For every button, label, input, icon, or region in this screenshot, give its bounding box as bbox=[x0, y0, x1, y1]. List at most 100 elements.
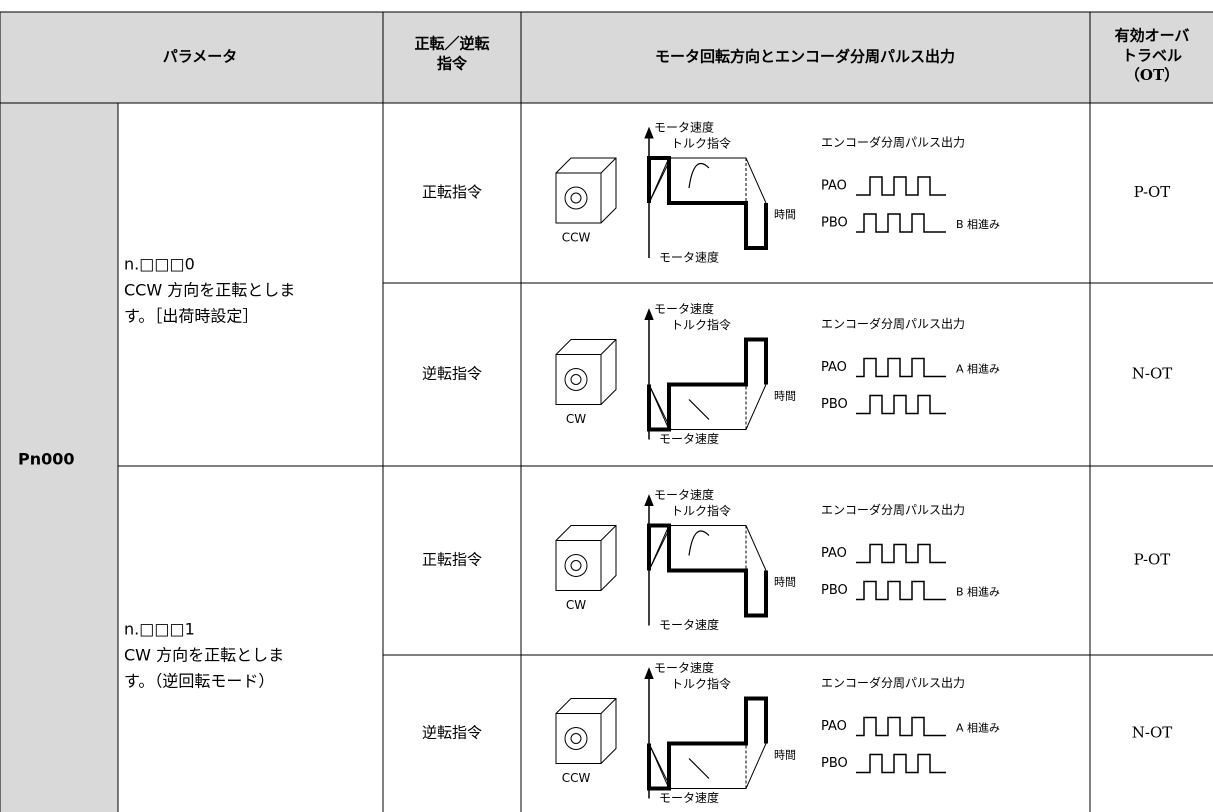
diagram-line bbox=[648, 525, 767, 571]
pbo-label: PBO bbox=[821, 216, 848, 231]
setting: n.□□□0 bbox=[124, 255, 195, 274]
diagram-line bbox=[648, 743, 767, 789]
diagram-line bbox=[856, 357, 946, 378]
phase-note: B 相進み bbox=[956, 586, 1000, 599]
pbo-label: PBO bbox=[821, 583, 848, 598]
pbo-label: PBO bbox=[821, 397, 848, 412]
motor-shaft bbox=[570, 192, 582, 204]
diagram-line bbox=[856, 394, 946, 415]
header-overtravel: （OT） bbox=[1125, 66, 1179, 84]
motor-shaft bbox=[570, 374, 582, 385]
speed-top: モータ速度 bbox=[654, 120, 714, 135]
diagram-line bbox=[648, 525, 670, 571]
diagram-line bbox=[648, 157, 670, 204]
torque: トルク指令 bbox=[671, 317, 731, 332]
diagram-line bbox=[856, 543, 946, 564]
diagram-line bbox=[856, 580, 946, 601]
overtravel: N-OT bbox=[1132, 365, 1173, 383]
diagram-line bbox=[644, 308, 654, 320]
motion-diagram bbox=[555, 126, 946, 258]
encoder-label: エンコーダ分周パルス出力 bbox=[821, 502, 965, 517]
speed-bottom: モータ速度 bbox=[659, 617, 719, 632]
torque: トルク指令 bbox=[671, 676, 731, 691]
diagram-line bbox=[856, 176, 946, 196]
torque: トルク指令 bbox=[671, 503, 731, 518]
time: 時間 bbox=[774, 208, 796, 221]
param-bg bbox=[0, 103, 118, 812]
diagram-line bbox=[648, 384, 670, 430]
diagram-line bbox=[688, 399, 710, 420]
diagram-line bbox=[648, 384, 767, 430]
motion-diagram bbox=[555, 494, 946, 626]
diagram-line bbox=[644, 126, 654, 139]
diagram-line bbox=[647, 523, 768, 618]
diagram-line bbox=[555, 339, 617, 405]
diagram-line bbox=[688, 530, 710, 556]
command: 逆転指令 bbox=[422, 365, 482, 383]
header-bg bbox=[0, 12, 1213, 103]
overtravel: N-OT bbox=[1132, 724, 1173, 742]
speed-top: モータ速度 bbox=[654, 301, 714, 316]
header-parameter: パラメータ bbox=[163, 48, 238, 66]
overtravel: P-OT bbox=[1134, 183, 1171, 201]
diagram-line bbox=[644, 494, 654, 506]
speed-top: モータ速度 bbox=[654, 487, 714, 502]
motor-shaft bbox=[564, 186, 588, 210]
pao-label: PAO bbox=[821, 360, 847, 375]
table-grid bbox=[0, 11, 1213, 812]
diagram-line bbox=[555, 157, 617, 224]
diagram-line bbox=[647, 156, 768, 250]
description: す。（逆回転モード） bbox=[124, 672, 274, 691]
motor-shaft bbox=[564, 368, 588, 391]
speed-bottom: モータ速度 bbox=[659, 790, 719, 805]
pbo-label: PBO bbox=[821, 756, 848, 771]
motor-shaft bbox=[564, 554, 588, 577]
phase-note: A 相進み bbox=[956, 363, 1000, 376]
command: 正転指令 bbox=[422, 551, 482, 569]
time: 時間 bbox=[774, 390, 796, 403]
diagram-line bbox=[648, 743, 670, 789]
diagram-line bbox=[688, 758, 710, 779]
phase-note: B 相進み bbox=[956, 218, 1000, 231]
header-overtravel: 有効オーバ bbox=[1115, 27, 1190, 45]
motor-direction: CCW bbox=[562, 771, 591, 785]
torque: トルク指令 bbox=[671, 136, 731, 151]
motor-direction: CW bbox=[566, 412, 586, 426]
encoder-label: エンコーダ分周パルス出力 bbox=[821, 316, 965, 331]
command: 逆転指令 bbox=[422, 724, 482, 742]
speed-top: モータ速度 bbox=[654, 660, 714, 675]
encoder-label: エンコーダ分周パルス出力 bbox=[821, 135, 965, 150]
diagram-line bbox=[647, 337, 768, 432]
pao-label: PAO bbox=[821, 179, 847, 194]
motor-shaft bbox=[570, 733, 582, 744]
time: 時間 bbox=[774, 576, 796, 589]
motor-shaft bbox=[564, 727, 588, 750]
speed-bottom: モータ速度 bbox=[659, 431, 719, 446]
diagram-line bbox=[856, 753, 946, 774]
description: CCW 方向を正転としま bbox=[124, 281, 295, 300]
diagram-line bbox=[856, 213, 946, 233]
motor-shaft bbox=[570, 560, 582, 571]
header-command: 指令 bbox=[437, 55, 468, 73]
motion-diagram bbox=[555, 667, 946, 799]
speed-bottom: モータ速度 bbox=[659, 250, 719, 265]
diagram-line bbox=[555, 525, 617, 591]
pao-label: PAO bbox=[821, 719, 847, 734]
overtravel: P-OT bbox=[1134, 551, 1171, 569]
header-command: 正転／逆転 bbox=[414, 35, 489, 53]
time: 時間 bbox=[774, 749, 796, 762]
diagram-line bbox=[647, 696, 768, 791]
diagram-line bbox=[555, 698, 617, 764]
encoder-label: エンコーダ分周パルス出力 bbox=[821, 675, 965, 690]
pao-label: PAO bbox=[821, 546, 847, 561]
motor-direction: CCW bbox=[562, 231, 591, 245]
motor-direction: CW bbox=[566, 598, 586, 612]
parameter: Pn000 bbox=[18, 450, 75, 469]
motion-diagram bbox=[555, 308, 946, 440]
diagram-line bbox=[644, 667, 654, 679]
description: す。［出荷時設定］ bbox=[124, 307, 258, 326]
setting: n.□□□1 bbox=[124, 620, 195, 639]
diagram-line bbox=[688, 163, 710, 189]
description: CW 方向を正転としま bbox=[124, 646, 284, 665]
diagram-line bbox=[648, 157, 767, 204]
